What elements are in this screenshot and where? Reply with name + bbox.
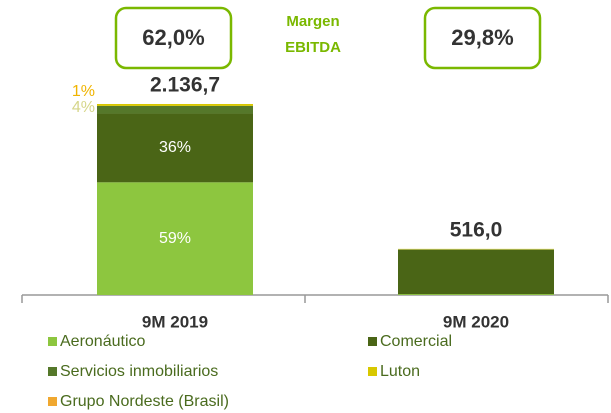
legend-swatch — [368, 367, 377, 376]
value-label: 36% — [159, 139, 191, 156]
value-label: 59% — [159, 230, 191, 247]
margin-value: 29,8% — [451, 25, 513, 50]
legend-label: Comercial — [380, 333, 452, 350]
x-tick-label: 9M 2019 — [142, 312, 208, 331]
bar-segment — [398, 294, 554, 295]
legend-swatch — [368, 337, 377, 346]
margin-value: 62,0% — [142, 25, 204, 50]
margin-title: Margen — [286, 13, 339, 30]
total-label: 2.136,7 — [150, 74, 220, 97]
bar-segment — [97, 105, 253, 114]
legend-swatch — [48, 367, 57, 376]
bar-segment — [97, 113, 253, 183]
legend-swatch — [48, 397, 57, 406]
bar-segment — [398, 249, 554, 295]
legend-swatch — [48, 337, 57, 346]
legend-label: Aeronáutico — [60, 333, 145, 350]
value-label: 1% — [72, 83, 95, 100]
margin-title: EBITDA — [285, 39, 341, 56]
legend-label: Luton — [380, 363, 420, 380]
bar-segment — [97, 104, 253, 106]
bar-segment — [97, 182, 253, 295]
margin-box — [114, 6, 233, 70]
legend-label: Servicios inmobiliarios — [60, 363, 218, 380]
margin-box — [423, 6, 542, 70]
total-label: 516,0 — [450, 218, 503, 241]
x-tick-label: 9M 2020 — [443, 312, 509, 331]
value-label: 4% — [72, 99, 95, 116]
legend-label: Grupo Nordeste (Brasil) — [60, 393, 229, 410]
